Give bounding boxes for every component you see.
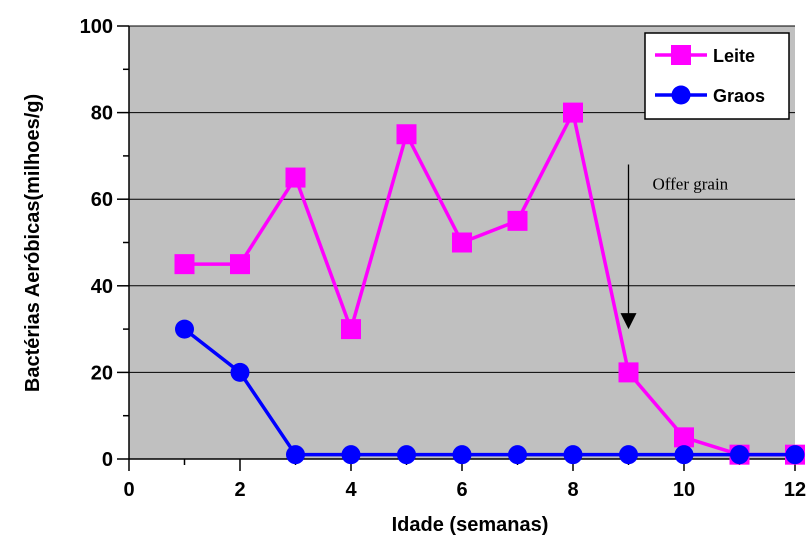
data-point-leite xyxy=(396,124,417,145)
data-point-graos xyxy=(619,445,638,465)
data-point-leite xyxy=(674,427,694,448)
legend-box xyxy=(644,32,790,120)
data-point-graos xyxy=(508,445,527,465)
legend-marker-leite xyxy=(671,45,691,65)
legend-label-graos: Graos xyxy=(713,86,765,106)
x-tick-label: 4 xyxy=(345,479,357,501)
legend-label-leite: Leite xyxy=(713,46,755,66)
data-point-graos xyxy=(785,445,805,465)
x-tick-label: 2 xyxy=(234,479,245,501)
y-tick-label: 60 xyxy=(91,189,113,211)
y-axis-title: Bactérias Aeróbicas(milhoes/g) xyxy=(22,94,44,392)
y-tick-label: 20 xyxy=(91,362,113,384)
x-tick-label: 10 xyxy=(673,479,695,501)
data-point-leite xyxy=(174,254,195,275)
data-point-graos xyxy=(563,445,583,465)
data-point-graos xyxy=(730,445,749,465)
x-tick-label: 12 xyxy=(784,479,806,501)
data-point-leite xyxy=(285,167,306,188)
legend-marker-graos xyxy=(671,85,691,105)
annotation-layer: Offer grain xyxy=(620,164,729,330)
y-tick-label: 100 xyxy=(80,16,113,38)
data-point-leite xyxy=(230,254,250,275)
data-point-leite xyxy=(341,319,361,340)
data-point-graos xyxy=(175,319,194,339)
y-tick-label: 0 xyxy=(102,449,113,471)
series-layer xyxy=(174,102,805,465)
data-point-graos xyxy=(452,445,472,465)
series-graos xyxy=(175,319,805,465)
x-tick-label: 8 xyxy=(567,479,578,501)
legend: Leite Graos xyxy=(644,32,790,120)
x-tick-label: 0 xyxy=(123,479,134,501)
data-point-leite xyxy=(563,102,583,123)
annotation-text: Offer grain xyxy=(653,175,729,194)
x-tick-label: 6 xyxy=(456,479,467,501)
data-point-graos xyxy=(286,445,305,465)
data-point-leite xyxy=(507,210,528,231)
data-point-graos xyxy=(230,362,250,382)
data-point-leite xyxy=(618,362,639,383)
y-tick-label: 80 xyxy=(91,103,113,125)
data-point-leite xyxy=(452,232,472,253)
data-point-graos xyxy=(674,445,694,465)
data-point-graos xyxy=(397,445,416,465)
annotation-arrow-head xyxy=(620,313,637,330)
y-tick-label: 40 xyxy=(91,276,113,298)
x-axis-title: Idade (semanas) xyxy=(392,514,549,536)
data-point-graos xyxy=(341,445,361,465)
